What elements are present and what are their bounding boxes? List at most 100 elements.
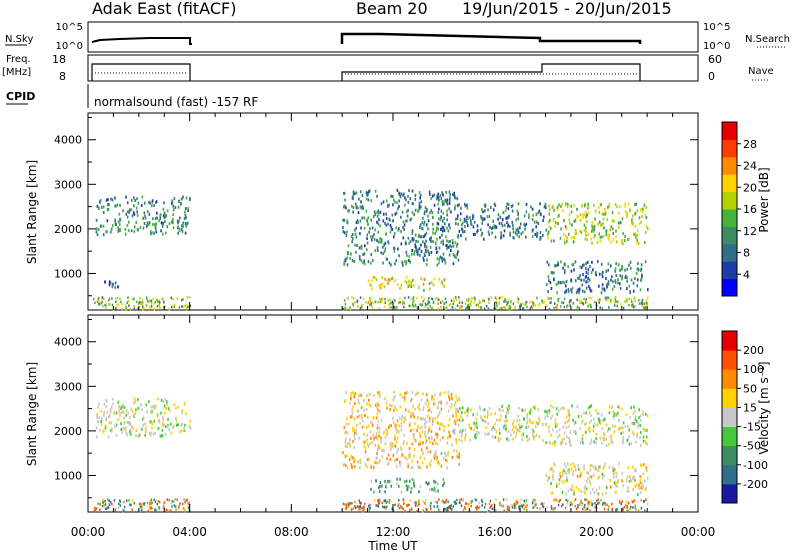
power-near-range-cell [176, 297, 179, 300]
power-near-range-cell [610, 300, 612, 304]
power-cell-2 [360, 226, 362, 230]
power-near-range-cell [474, 298, 476, 301]
power-cell-0 [164, 215, 167, 218]
power-cell-2 [411, 236, 414, 240]
vel-cell-1 [346, 445, 348, 449]
power-cell-4 [483, 237, 485, 241]
power-cell-5 [638, 222, 641, 225]
power-cell-3 [381, 283, 384, 287]
vel-cell-3 [524, 408, 526, 412]
power-cell-0 [135, 221, 137, 224]
power-cell-2 [409, 197, 412, 201]
power-cell-4 [463, 217, 466, 221]
power-cell-0 [148, 223, 150, 227]
vel-cell-0 [122, 403, 124, 407]
vel-near-range-cell [186, 499, 188, 502]
power-cell-4 [481, 218, 484, 222]
vel-cell-3 [491, 435, 494, 439]
vel-cell-1 [455, 413, 458, 417]
vel-cell-3 [473, 428, 475, 432]
vel-cell-1 [440, 452, 443, 455]
vel-cell-4 [568, 436, 570, 440]
vel-cell-1 [421, 461, 424, 465]
vel-near-range-cell [447, 500, 449, 504]
vel-cell-3 [529, 411, 531, 415]
power-cell-6 [629, 266, 632, 270]
vel-near-range-cell [101, 504, 104, 508]
vel-cell-1 [410, 415, 412, 419]
power-cell-6 [590, 270, 593, 274]
vel-cell-1 [352, 439, 354, 443]
vel-cell-4 [587, 428, 590, 432]
power-cell-2 [425, 223, 428, 227]
vel-cell-1 [391, 444, 394, 448]
power-cell-0 [184, 210, 186, 214]
vel-near-range-cell [344, 503, 346, 506]
power-cell-5 [607, 205, 609, 209]
vel-near-range-cell [546, 506, 548, 509]
power-near-range-cell [484, 307, 486, 310]
power-cell-5 [607, 235, 609, 239]
vel-cell-1 [433, 454, 435, 458]
power-colorbar-tick-label: 28 [743, 138, 757, 151]
power-cell-1 [114, 281, 117, 285]
power-cell-2 [388, 261, 391, 265]
power-near-range-cell [512, 302, 515, 305]
vel-cell-3 [479, 405, 481, 409]
vel-near-range-cell [345, 507, 347, 510]
vel-cell-4 [576, 405, 579, 409]
power-cell-0 [135, 206, 138, 210]
power-near-range-cell [617, 300, 619, 304]
power-cell-0 [140, 204, 143, 207]
freq-tick-top: 18 [52, 53, 66, 66]
vel-colorbar-tick-label: -100 [743, 459, 768, 472]
power-cell-4 [481, 208, 483, 212]
power-cell-6 [614, 281, 617, 285]
power-cell-2 [411, 229, 414, 233]
power-cell-2 [372, 259, 374, 262]
vel-cell-3 [505, 415, 507, 418]
vel-near-range-cell [158, 507, 161, 511]
power-near-range-cell [461, 301, 464, 304]
vel-cell-3 [487, 422, 490, 425]
vel-cell-1 [455, 415, 457, 419]
vel-cell-3 [526, 421, 528, 425]
power-cell-3 [410, 284, 413, 288]
vel-cell-0 [189, 419, 191, 423]
power-cell-0 [164, 220, 166, 223]
power-cell-2 [413, 252, 415, 256]
time-tick-label: 08:00 [274, 525, 309, 539]
vel-cell-2 [433, 479, 435, 483]
vel-near-range-cell [478, 505, 481, 508]
vel-cell-4 [579, 426, 582, 430]
power-cell-0 [163, 216, 166, 220]
power-cell-2 [382, 200, 385, 204]
vel-cell-1 [369, 392, 371, 396]
power-cell-2 [397, 207, 399, 211]
vel-near-range-cell [183, 507, 186, 511]
power-cell-5 [601, 212, 604, 216]
power-cell-0 [177, 221, 179, 225]
power-cell-5 [551, 205, 554, 209]
power-cell-6 [578, 291, 580, 295]
vel-cell-1 [359, 421, 361, 425]
power-cell-0 [163, 211, 166, 215]
vel-cell-3 [490, 412, 492, 416]
vel-colorbar-frame [721, 330, 738, 504]
vel-near-range-cell [122, 508, 125, 511]
power-cell-6 [611, 287, 614, 291]
vel-cell-1 [394, 405, 396, 409]
vel-cell-1 [358, 394, 360, 398]
power-cell-4 [460, 234, 462, 238]
vel-near-range-cell [375, 504, 377, 507]
vel-cell-1 [349, 415, 352, 419]
power-cell-2 [342, 218, 344, 222]
vel-cell-0 [154, 432, 156, 435]
power-cell-5 [594, 217, 596, 221]
power-cell-4 [534, 232, 537, 236]
vel-cell-1 [424, 425, 427, 429]
power-cell-0 [172, 219, 174, 223]
power-cell-4 [488, 215, 491, 219]
power-near-range-cell [613, 301, 616, 304]
power-near-range-cell [607, 296, 610, 299]
